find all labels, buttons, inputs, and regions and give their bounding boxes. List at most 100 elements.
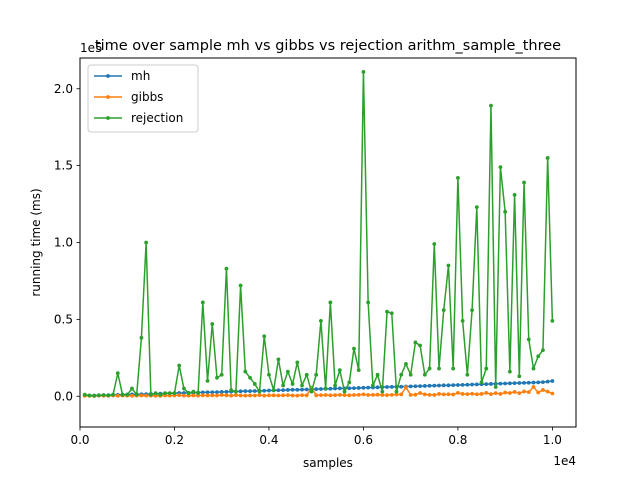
- data-point-gibbs: [389, 392, 394, 397]
- data-point-mh: [200, 390, 205, 395]
- data-point-gibbs: [399, 392, 404, 397]
- data-point-mh: [427, 383, 432, 388]
- data-point-gibbs: [536, 390, 541, 395]
- data-point-gibbs: [489, 392, 493, 396]
- data-point-rejection: [125, 392, 130, 397]
- data-point-rejection: [484, 366, 489, 371]
- data-point-rejection: [526, 337, 531, 342]
- data-point-gibbs: [522, 389, 526, 394]
- legend-swatch-marker: [106, 95, 110, 99]
- data-point-gibbs: [531, 385, 536, 389]
- data-point-rejection: [422, 372, 427, 377]
- data-point-rejection: [196, 391, 201, 396]
- data-point-rejection: [309, 389, 314, 394]
- data-point-mh: [290, 387, 295, 392]
- data-point-gibbs: [229, 393, 234, 398]
- data-point-mh: [262, 388, 267, 393]
- data-point-rejection: [300, 383, 304, 388]
- data-point-rejection: [182, 386, 186, 391]
- data-point-rejection: [337, 368, 342, 373]
- data-point-rejection: [120, 392, 125, 397]
- data-point-rejection: [106, 393, 111, 398]
- data-point-mh: [536, 380, 541, 385]
- data-point-gibbs: [465, 392, 470, 396]
- data-point-mh: [526, 380, 531, 385]
- data-point-rejection: [115, 371, 120, 376]
- y-axis-label: running time (ms): [29, 188, 43, 296]
- data-point-mh: [432, 383, 437, 388]
- data-point-mh: [541, 380, 545, 385]
- data-point-mh: [422, 384, 427, 388]
- data-point-gibbs: [507, 391, 512, 395]
- data-point-mh: [356, 386, 361, 390]
- data-point-rejection: [130, 386, 134, 391]
- data-point-mh: [484, 382, 489, 386]
- data-point-rejection: [380, 389, 385, 394]
- data-point-rejection: [257, 389, 262, 394]
- data-point-rejection: [92, 393, 97, 398]
- data-point-rejection: [82, 392, 87, 397]
- data-point-rejection: [432, 242, 437, 246]
- x-tick-label: 0.2: [165, 433, 184, 447]
- data-point-rejection: [507, 369, 512, 374]
- data-point-rejection: [276, 357, 281, 362]
- data-point-rejection: [404, 362, 408, 366]
- data-point-rejection: [522, 180, 526, 185]
- data-point-gibbs: [484, 390, 489, 395]
- legend-box: [87, 64, 199, 133]
- data-point-mh: [304, 387, 309, 392]
- data-point-rejection: [493, 385, 498, 389]
- data-point-mh: [531, 380, 536, 385]
- data-point-gibbs: [545, 389, 550, 394]
- data-point-mh: [550, 379, 555, 383]
- plot-lines: [82, 69, 555, 398]
- data-point-mh: [408, 384, 413, 389]
- data-point-rejection: [252, 382, 257, 386]
- data-point-mh: [375, 385, 380, 390]
- data-point-rejection: [413, 340, 418, 345]
- data-point-gibbs: [153, 393, 158, 398]
- data-point-rejection: [304, 372, 309, 377]
- data-point-mh: [389, 384, 394, 389]
- data-point-rejection: [441, 308, 446, 313]
- data-point-gibbs: [432, 393, 437, 397]
- data-point-rejection: [418, 343, 423, 348]
- data-point-mh: [489, 382, 493, 386]
- data-point-rejection: [503, 209, 508, 214]
- data-point-rejection: [375, 372, 380, 377]
- data-point-gibbs: [267, 393, 271, 398]
- data-point-rejection: [356, 368, 361, 373]
- data-point-rejection: [399, 372, 404, 377]
- data-point-gibbs: [219, 393, 224, 397]
- data-point-rejection: [385, 309, 389, 314]
- data-point-mh: [413, 384, 418, 389]
- data-point-gibbs: [550, 391, 555, 396]
- data-point-mh: [507, 381, 512, 386]
- y-tick-label: 0.5: [54, 312, 73, 326]
- data-point-rejection: [479, 380, 484, 385]
- data-point-rejection: [541, 348, 545, 353]
- data-point-gibbs: [290, 393, 295, 398]
- data-point-rejection: [389, 311, 394, 316]
- data-point-mh: [219, 390, 224, 394]
- data-point-mh: [238, 389, 243, 394]
- data-point-gibbs: [205, 393, 210, 398]
- x-tick-label: 0.0: [70, 433, 89, 447]
- data-point-rejection: [290, 382, 295, 386]
- data-point-rejection: [465, 372, 470, 377]
- data-point-gibbs: [300, 393, 304, 398]
- legend-label: gibbs: [131, 90, 163, 104]
- data-point-rejection: [517, 374, 522, 379]
- data-point-mh: [361, 385, 366, 390]
- data-point-gibbs: [418, 391, 423, 395]
- data-point-gibbs: [470, 391, 474, 396]
- data-point-mh: [470, 382, 474, 387]
- data-point-gibbs: [182, 393, 186, 398]
- data-point-rejection: [205, 378, 210, 383]
- data-point-rejection: [550, 319, 555, 323]
- data-point-gibbs: [413, 392, 418, 397]
- data-point-gibbs: [115, 393, 120, 398]
- data-point-gibbs: [271, 393, 276, 398]
- data-point-rejection: [366, 300, 371, 305]
